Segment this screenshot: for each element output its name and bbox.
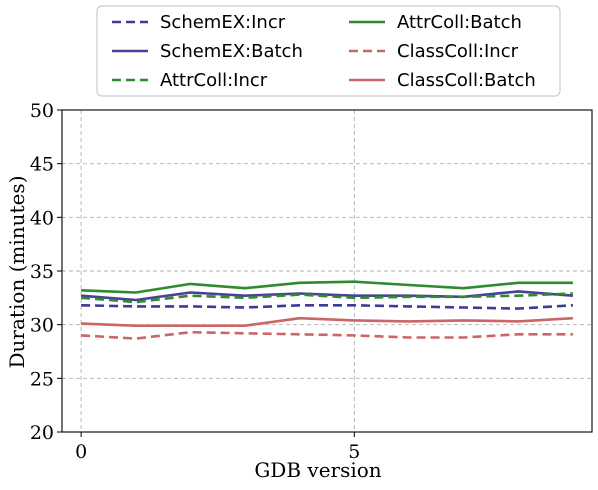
series-line: [81, 330, 573, 340]
legend-label: ClassColl:Batch: [397, 70, 536, 91]
x-axis-label: GDB version: [254, 458, 381, 482]
plot-area: 20 25 30 35 40 45 50 0 5: [30, 100, 593, 463]
series-lines: [80, 280, 574, 340]
legend: SchemEX:Incr SchemEX:Batch AttrColl:Incr At…: [96, 5, 561, 97]
series-line: [80, 290, 574, 302]
y-tick-label: 25: [30, 368, 54, 390]
legend-label: SchemEX:Batch: [160, 41, 303, 62]
y-tick-label: 20: [30, 422, 54, 444]
x-tick-label: 0: [75, 441, 87, 463]
x-tick-label: 5: [348, 441, 360, 463]
legend-box: [96, 5, 561, 97]
series-line: [81, 303, 573, 310]
y-tick-label: 40: [30, 207, 54, 229]
y-tick-label: 45: [30, 154, 54, 176]
series-line: [80, 292, 573, 304]
y-tick-label: 35: [30, 261, 54, 283]
y-tick-label: 50: [30, 100, 54, 122]
legend-label: ClassColl:Incr: [397, 41, 519, 62]
legend-label: AttrColl:Batch: [397, 12, 522, 33]
legend-label: AttrColl:Incr: [160, 70, 268, 91]
ticks: 20 25 30 35 40 45 50 0 5: [30, 100, 361, 463]
series-line: [81, 280, 573, 294]
series-line: [81, 316, 573, 328]
legend-label: SchemEX:Incr: [160, 12, 286, 33]
y-axis-label: Duration (minutes): [5, 176, 29, 369]
y-tick-label: 30: [30, 315, 54, 337]
